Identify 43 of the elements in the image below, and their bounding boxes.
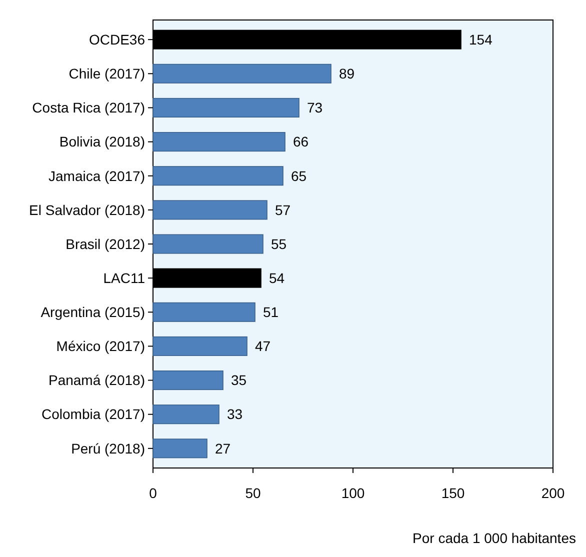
data-label: 51 xyxy=(263,304,279,320)
x-tick-label: 100 xyxy=(341,485,365,501)
data-label: 47 xyxy=(255,338,271,354)
y-tick-label: Argentina (2015) xyxy=(40,304,145,320)
x-tick-label: 0 xyxy=(149,485,158,501)
x-axis-title: Por cada 1 000 habitantes xyxy=(412,530,576,546)
x-tick-label: 200 xyxy=(541,485,565,501)
data-label: 27 xyxy=(215,440,231,456)
y-tick-label: Colombia (2017) xyxy=(42,406,145,422)
x-tick-label: 150 xyxy=(441,485,465,501)
bar xyxy=(152,336,248,356)
y-tick-label: Brasil (2012) xyxy=(66,236,145,252)
data-label: 54 xyxy=(269,270,285,286)
data-label: 55 xyxy=(271,236,287,252)
bar xyxy=(152,438,208,458)
bar xyxy=(152,132,286,152)
y-tick-label: El Salvador (2018) xyxy=(29,202,145,218)
data-label: 57 xyxy=(275,202,291,218)
bar xyxy=(152,234,264,254)
bar xyxy=(152,64,332,84)
data-label: 35 xyxy=(231,372,247,388)
bar xyxy=(152,404,220,424)
y-tick-label: México (2017) xyxy=(56,338,145,354)
y-tick-label: Jamaica (2017) xyxy=(48,168,145,184)
y-tick-label: Perú (2018) xyxy=(71,440,145,456)
bar xyxy=(152,166,284,186)
data-label: 154 xyxy=(469,31,493,48)
bar xyxy=(152,302,256,322)
bar xyxy=(152,200,268,220)
y-tick-label: Chile (2017) xyxy=(68,66,145,82)
data-label: 66 xyxy=(293,134,309,150)
y-tick-label: Panamá (2018) xyxy=(48,372,145,388)
x-tick-label: 50 xyxy=(245,485,261,501)
y-tick-label: Costa Rica (2017) xyxy=(32,100,145,116)
y-tick-label: LAC11 xyxy=(103,270,146,286)
bar xyxy=(152,98,300,118)
bar xyxy=(152,370,224,390)
data-label: 65 xyxy=(291,168,307,184)
y-tick-label: Bolivia (2018) xyxy=(59,134,145,150)
data-label: 89 xyxy=(339,66,355,82)
data-label: 33 xyxy=(227,406,243,422)
data-label: 73 xyxy=(307,100,323,116)
y-tick-label: OCDE36 xyxy=(88,31,146,48)
